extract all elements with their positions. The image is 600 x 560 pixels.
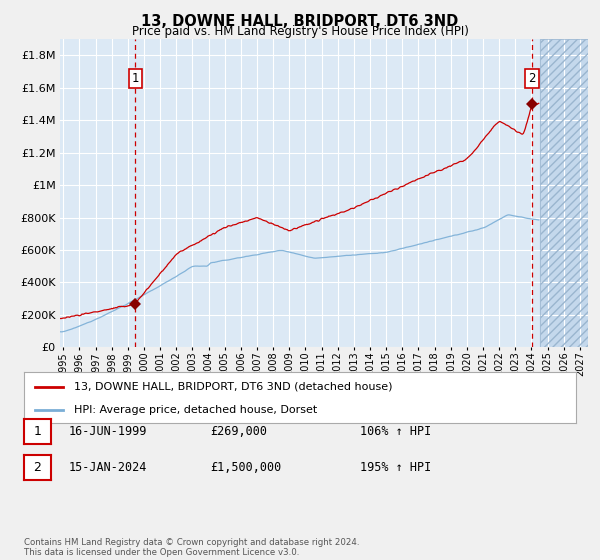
Text: £269,000: £269,000 [210, 424, 267, 438]
Text: 13, DOWNE HALL, BRIDPORT, DT6 3ND (detached house): 13, DOWNE HALL, BRIDPORT, DT6 3ND (detac… [74, 381, 392, 391]
Text: Price paid vs. HM Land Registry's House Price Index (HPI): Price paid vs. HM Land Registry's House … [131, 25, 469, 38]
Bar [539, 39, 588, 347]
Text: HPI: Average price, detached house, Dorset: HPI: Average price, detached house, Dors… [74, 405, 317, 415]
Text: £1,500,000: £1,500,000 [210, 461, 281, 474]
Text: 1: 1 [34, 424, 41, 438]
Text: 2: 2 [34, 461, 41, 474]
Text: 106% ↑ HPI: 106% ↑ HPI [360, 424, 431, 438]
Text: 13, DOWNE HALL, BRIDPORT, DT6 3ND: 13, DOWNE HALL, BRIDPORT, DT6 3ND [142, 14, 458, 29]
Text: 2: 2 [529, 72, 536, 85]
Text: Contains HM Land Registry data © Crown copyright and database right 2024.
This d: Contains HM Land Registry data © Crown c… [24, 538, 359, 557]
Bar [539, 39, 588, 347]
Text: 195% ↑ HPI: 195% ↑ HPI [360, 461, 431, 474]
Text: 16-JUN-1999: 16-JUN-1999 [69, 424, 148, 438]
Text: 15-JAN-2024: 15-JAN-2024 [69, 461, 148, 474]
Text: 1: 1 [131, 72, 139, 85]
